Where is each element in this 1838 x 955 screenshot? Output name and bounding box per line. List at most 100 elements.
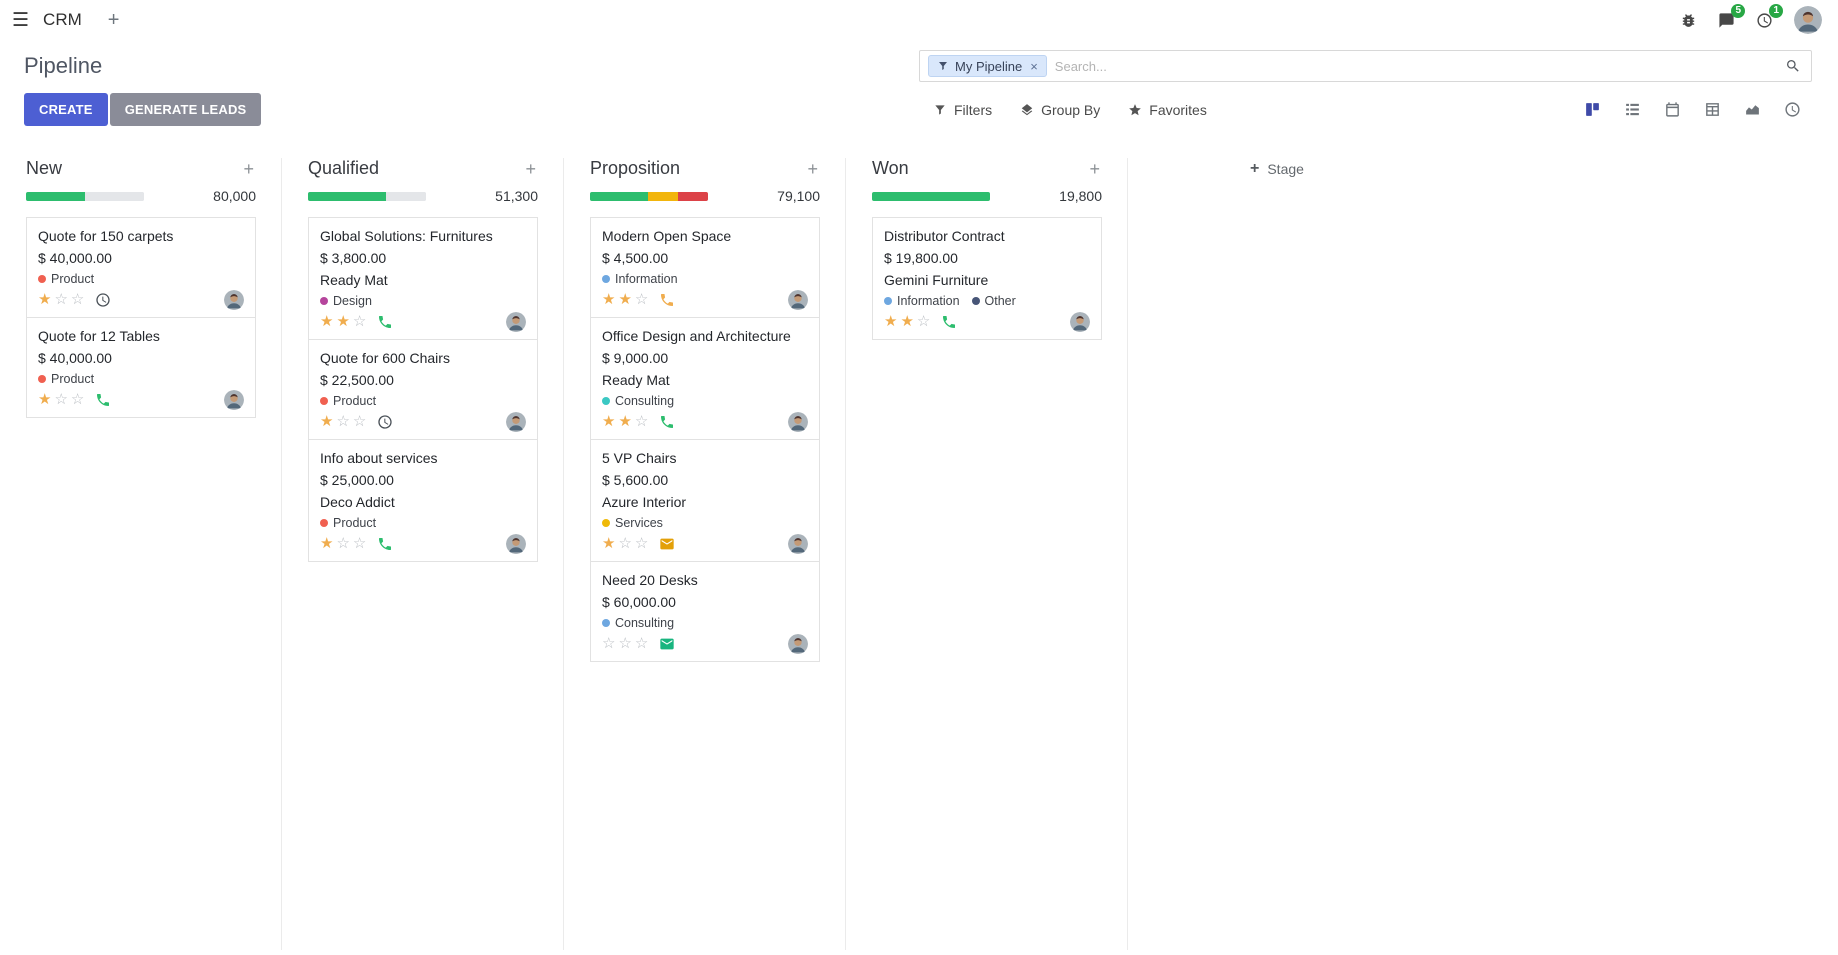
tag-product: Product <box>320 516 376 530</box>
star-filled-icon[interactable]: ★ <box>618 413 632 430</box>
column-title[interactable]: Proposition <box>590 158 681 178</box>
card-activity[interactable] <box>941 314 957 330</box>
star-empty-icon[interactable]: ☆ <box>70 291 85 308</box>
kanban-card[interactable]: Info about services $ 25,000.00 Deco Add… <box>308 439 538 562</box>
star-empty-icon[interactable]: ☆ <box>634 413 649 430</box>
card-activity[interactable] <box>95 292 111 308</box>
add-record-button[interactable]: + <box>1089 158 1100 179</box>
card-activity[interactable] <box>659 414 675 430</box>
star-empty-icon[interactable]: ☆ <box>634 291 649 308</box>
activities-button[interactable]: 1 <box>1756 4 1783 29</box>
card-activity[interactable] <box>377 314 393 330</box>
star-empty-icon[interactable]: ☆ <box>54 391 68 408</box>
tag-color-dot <box>602 397 610 405</box>
add-menu-button[interactable]: + <box>108 10 120 30</box>
star-empty-icon[interactable]: ☆ <box>352 413 367 430</box>
card-activity[interactable] <box>377 414 393 430</box>
star-filled-icon[interactable]: ★ <box>320 413 334 430</box>
star-filled-icon[interactable]: ★ <box>900 313 914 330</box>
progress-segment[interactable] <box>26 191 85 201</box>
progress-segment[interactable] <box>590 191 648 201</box>
star-filled-icon[interactable]: ★ <box>618 291 632 308</box>
column-progressbar[interactable] <box>26 191 144 201</box>
kanban-card[interactable]: Need 20 Desks $ 60,000.00 Consulting ☆ ☆ ☆ <box>590 561 820 662</box>
star-filled-icon[interactable]: ★ <box>38 291 52 308</box>
group-by-button[interactable]: Group By <box>1020 102 1100 118</box>
add-stage-button[interactable]: + Stage <box>1250 160 1304 178</box>
star-filled-icon[interactable]: ★ <box>602 535 616 552</box>
kanban-card[interactable]: Modern Open Space $ 4,500.00 Information… <box>590 217 820 318</box>
debug-button[interactable] <box>1680 11 1698 29</box>
card-activity[interactable] <box>659 636 675 652</box>
filters-button[interactable]: Filters <box>933 102 992 118</box>
progress-segment[interactable] <box>678 191 708 201</box>
card-activity[interactable] <box>659 292 675 308</box>
star-filled-icon[interactable]: ★ <box>602 413 616 430</box>
app-name[interactable]: CRM <box>43 10 82 29</box>
tag-other: Other <box>971 294 1016 308</box>
view-switch-list[interactable] <box>1612 95 1652 125</box>
column-title[interactable]: New <box>26 158 63 178</box>
search-input[interactable] <box>1054 58 1785 74</box>
star-filled-icon[interactable]: ★ <box>336 313 350 330</box>
view-switch-activity[interactable] <box>1772 95 1812 125</box>
kanban-card[interactable]: Quote for 600 Chairs $ 22,500.00 Product… <box>308 339 538 440</box>
add-record-button[interactable]: + <box>525 158 536 179</box>
card-title: Quote for 150 carpets <box>38 228 174 244</box>
view-switch-graph[interactable] <box>1732 95 1772 125</box>
user-menu-button[interactable] <box>1794 6 1822 34</box>
kanban-card[interactable]: Distributor Contract $ 19,800.00 Gemini … <box>872 217 1102 340</box>
add-record-button[interactable]: + <box>807 158 818 179</box>
card-activity[interactable] <box>377 536 393 552</box>
messages-button[interactable]: 5 <box>1718 4 1745 29</box>
star-empty-icon[interactable]: ☆ <box>54 291 68 308</box>
star-empty-icon[interactable]: ☆ <box>336 413 350 430</box>
column-title[interactable]: Won <box>872 158 909 178</box>
progress-segment[interactable] <box>85 191 144 201</box>
kanban-card[interactable]: Quote for 12 Tables $ 40,000.00 Product … <box>26 317 256 418</box>
view-switch-pivot[interactable] <box>1692 95 1732 125</box>
star-empty-icon[interactable]: ☆ <box>352 313 367 330</box>
star-empty-icon[interactable]: ☆ <box>634 535 649 552</box>
tag-color-dot <box>320 519 328 527</box>
column-title[interactable]: Qualified <box>308 158 380 178</box>
star-empty-icon[interactable]: ☆ <box>916 313 931 330</box>
star-filled-icon[interactable]: ★ <box>602 291 616 308</box>
progress-segment[interactable] <box>872 191 990 201</box>
tag-color-dot <box>884 297 892 305</box>
star-empty-icon[interactable]: ☆ <box>634 635 649 652</box>
star-empty-icon[interactable]: ☆ <box>618 535 632 552</box>
star-empty-icon[interactable]: ☆ <box>70 391 85 408</box>
add-record-button[interactable]: + <box>243 158 254 179</box>
star-filled-icon[interactable]: ★ <box>884 313 898 330</box>
star-filled-icon[interactable]: ★ <box>320 535 334 552</box>
card-activity[interactable] <box>95 392 111 408</box>
search-bar[interactable]: My Pipeline × <box>919 50 1812 82</box>
search-submit-button[interactable] <box>1785 58 1801 74</box>
progress-segment[interactable] <box>308 191 386 201</box>
view-switch-kanban[interactable] <box>1572 95 1612 125</box>
star-filled-icon[interactable]: ★ <box>320 313 334 330</box>
column-progressbar[interactable] <box>872 191 990 201</box>
search-facet[interactable]: My Pipeline × <box>928 55 1047 77</box>
star-empty-icon[interactable]: ☆ <box>618 635 632 652</box>
progress-segment[interactable] <box>385 191 426 201</box>
kanban-card[interactable]: 5 VP Chairs $ 5,600.00 Azure Interior Se… <box>590 439 820 562</box>
star-empty-icon[interactable]: ☆ <box>352 535 367 552</box>
view-switch-calendar[interactable] <box>1652 95 1692 125</box>
star-empty-icon[interactable]: ☆ <box>602 635 616 652</box>
column-progressbar[interactable] <box>308 191 426 201</box>
star-empty-icon[interactable]: ☆ <box>336 535 350 552</box>
create-button[interactable]: CREATE <box>24 93 108 126</box>
generate-leads-button[interactable]: GENERATE LEADS <box>109 93 262 126</box>
kanban-card[interactable]: Office Design and Architecture $ 9,000.0… <box>590 317 820 440</box>
kanban-card[interactable]: Global Solutions: Furnitures $ 3,800.00 … <box>308 217 538 340</box>
facet-remove-icon[interactable]: × <box>1030 58 1038 74</box>
favorites-button[interactable]: Favorites <box>1128 102 1207 118</box>
column-progressbar[interactable] <box>590 191 708 201</box>
star-filled-icon[interactable]: ★ <box>38 391 52 408</box>
apps-menu-button[interactable]: ☰ <box>12 11 29 30</box>
card-activity[interactable] <box>659 536 675 552</box>
progress-segment[interactable] <box>647 191 679 201</box>
kanban-card[interactable]: Quote for 150 carpets $ 40,000.00 Produc… <box>26 217 256 318</box>
